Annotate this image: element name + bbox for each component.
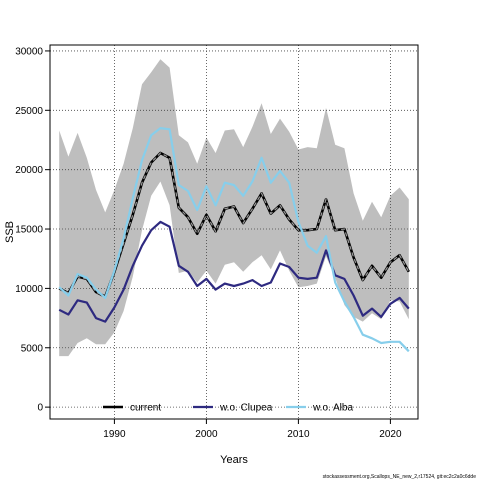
x-tick-label: 2020 (379, 429, 402, 440)
series-line-w-o-alba (58, 127, 410, 353)
series-line-w-o-clupea (58, 220, 410, 323)
x-tick-label: 2000 (195, 429, 218, 440)
y-tick-label: 0 (37, 403, 43, 414)
x-axis-title: Years (220, 454, 248, 466)
legend-label-current: current (130, 403, 161, 414)
legend: current w.o. Clupea w.o. Alba (103, 403, 353, 414)
plot-frame (49, 44, 419, 420)
y-tick-label: 20000 (15, 165, 43, 176)
footer-note: stockassessment.org,Scallops_NE_new_2,r1… (323, 474, 477, 480)
legend-label-w-o-clupea: w.o. Clupea (219, 403, 273, 414)
legend-label-w-o-alba: w.o. Alba (312, 403, 353, 414)
y-tick-label: 15000 (15, 225, 43, 236)
grid-layer (50, 45, 418, 419)
axis-layer: 1990 2000 2010 2020 0 5000 10000 15000 20000 2500… (15, 46, 402, 440)
x-tick-label: 1990 (103, 429, 126, 440)
y-tick-label: 10000 (15, 284, 43, 295)
x-tick-label: 2010 (287, 429, 310, 440)
y-axis-title: SSB (4, 221, 16, 243)
y-tick-label: 25000 (15, 106, 43, 117)
y-tick-label: 30000 (15, 46, 43, 57)
y-tick-label: 5000 (21, 343, 44, 354)
series-layer (58, 127, 410, 353)
